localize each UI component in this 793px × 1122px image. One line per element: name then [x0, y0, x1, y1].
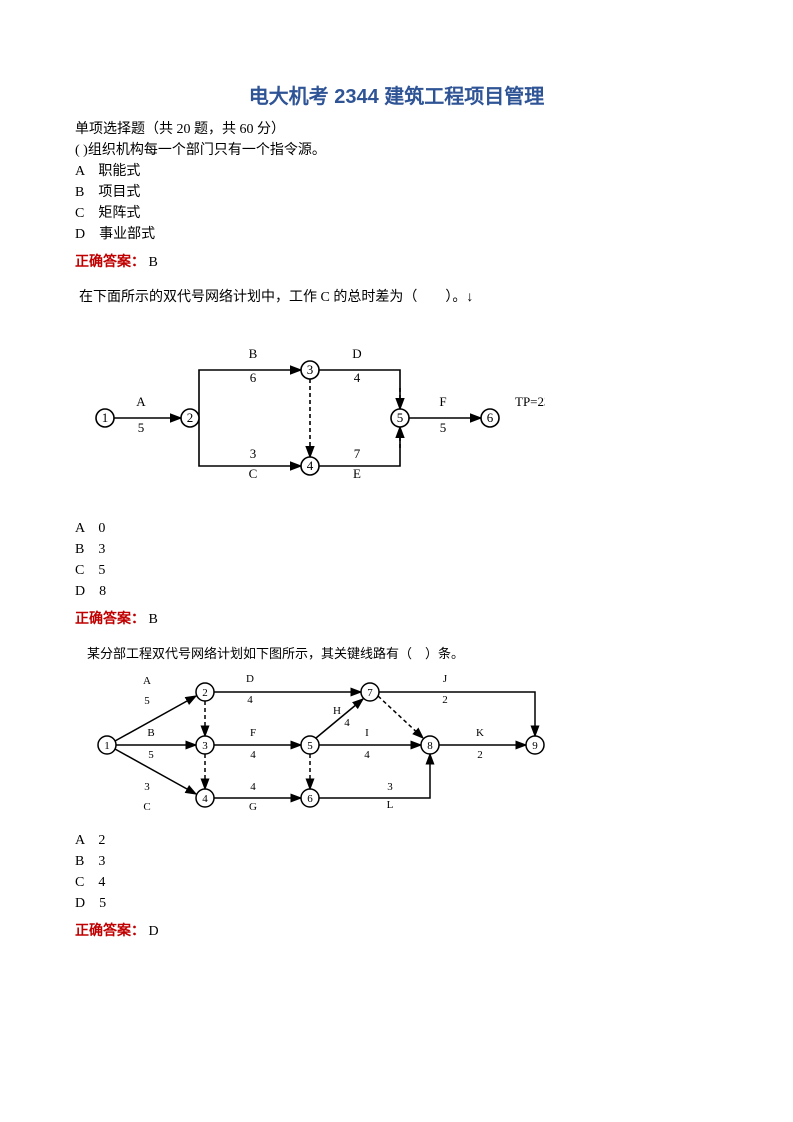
q2-answer: 正确答案： B: [75, 608, 718, 628]
answer-value: B: [149, 255, 158, 270]
page: 电大机考 2344 建筑工程项目管理 单项选择题（共 20 题，共 60 分） …: [0, 0, 793, 1016]
q2-option-d: D 8: [75, 581, 718, 602]
svg-text:5: 5: [307, 740, 313, 752]
svg-text:2: 2: [187, 410, 194, 425]
svg-text:1: 1: [102, 410, 109, 425]
svg-text:2: 2: [442, 694, 448, 706]
q2-option-c-text: 5: [98, 563, 105, 578]
q2-stem: 在下面所示的双代号网络计划中，工作 C 的总时差为（ ）。↓: [79, 287, 718, 308]
svg-text:6: 6: [487, 410, 494, 425]
q2-option-b-text: 3: [98, 542, 105, 557]
svg-text:B: B: [249, 346, 258, 361]
svg-text:J: J: [443, 673, 448, 685]
svg-text:2: 2: [202, 687, 208, 699]
q3-option-a: A 2: [75, 830, 718, 851]
svg-text:4: 4: [344, 717, 350, 729]
q1-option-d: D 事业部式: [75, 224, 718, 245]
svg-text:1: 1: [104, 740, 110, 752]
svg-text:3: 3: [144, 781, 150, 793]
q2-option-a: A 0: [75, 518, 718, 539]
q1-option-c: C 矩阵式: [75, 203, 718, 224]
svg-text:2: 2: [477, 749, 483, 761]
q3-option-c: C 4: [75, 872, 718, 893]
svg-text:6: 6: [307, 793, 313, 805]
q2-option-d-text: 8: [99, 584, 106, 599]
svg-text:F: F: [439, 394, 446, 409]
q1-stem: ( )组织机构每一个部门只有一个指令源。: [75, 140, 718, 161]
q3-option-b-text: 3: [98, 854, 105, 869]
q2-option-c: C 5: [75, 560, 718, 581]
svg-text:3: 3: [307, 362, 314, 377]
q3-option-d-text: 5: [99, 896, 106, 911]
svg-text:3: 3: [250, 446, 257, 461]
q3-answer: 正确答案： D: [75, 920, 718, 940]
svg-text:7: 7: [354, 446, 361, 461]
svg-text:5: 5: [148, 749, 154, 761]
svg-text:K: K: [476, 727, 484, 739]
svg-text:B: B: [147, 727, 154, 739]
svg-text:9: 9: [532, 740, 538, 752]
q3-stem: 某分部工程双代号网络计划如下图所示，其关键线路有（ ）条。: [87, 644, 718, 664]
svg-text:L: L: [387, 799, 394, 811]
svg-text:A: A: [136, 394, 146, 409]
svg-text:8: 8: [427, 740, 433, 752]
svg-text:4: 4: [307, 458, 314, 473]
svg-text:4: 4: [247, 694, 253, 706]
q3-option-c-text: 4: [98, 875, 105, 890]
q3-option-b: B 3: [75, 851, 718, 872]
page-title: 电大机考 2344 建筑工程项目管理: [75, 80, 718, 109]
answer-label: 正确答案：: [75, 255, 145, 270]
q1-option-d-text: 事业部式: [99, 227, 155, 242]
svg-text:H: H: [333, 705, 341, 717]
answer-label: 正确答案：: [75, 924, 145, 939]
svg-text:D: D: [246, 673, 254, 685]
answer-value: D: [149, 924, 159, 939]
svg-text:5: 5: [138, 420, 145, 435]
svg-text:I: I: [365, 727, 369, 739]
svg-text:A: A: [143, 675, 151, 687]
q3-network-diagram: A5B5C3D4F4G4H4I4L3J2K2123456789: [85, 670, 575, 820]
answer-label: 正确答案：: [75, 612, 145, 627]
q2-option-a-text: 0: [98, 521, 105, 536]
svg-text:4: 4: [354, 370, 361, 385]
svg-text:4: 4: [364, 749, 370, 761]
q2-option-b: B 3: [75, 539, 718, 560]
section-header: 单项选择题（共 20 题，共 60 分）: [75, 119, 718, 140]
q1-answer: 正确答案： B: [75, 251, 718, 271]
svg-text:3: 3: [387, 781, 393, 793]
q3-option-a-text: 2: [98, 833, 105, 848]
svg-text:5: 5: [144, 695, 150, 707]
q3-option-d: D 5: [75, 893, 718, 914]
q1-option-b-text: 项目式: [98, 185, 140, 200]
svg-text:4: 4: [250, 781, 256, 793]
svg-text:C: C: [249, 466, 258, 481]
svg-text:TP=23: TP=23: [515, 394, 545, 409]
svg-text:D: D: [352, 346, 361, 361]
svg-text:C: C: [143, 801, 150, 813]
svg-text:4: 4: [250, 749, 256, 761]
answer-value: B: [149, 612, 158, 627]
svg-text:F: F: [250, 727, 256, 739]
q1-option-b: B 项目式: [75, 182, 718, 203]
svg-text:E: E: [353, 466, 361, 481]
svg-text:G: G: [249, 801, 257, 813]
svg-text:6: 6: [250, 370, 257, 385]
q2-network-diagram: A 5 B 6 C 3 D 4 E 7 F 5 1 2 3 4 5 6 TP=23: [75, 328, 545, 508]
svg-text:5: 5: [440, 420, 447, 435]
q1-option-c-text: 矩阵式: [98, 206, 140, 221]
q1-option-a: A 职能式: [75, 161, 718, 182]
svg-text:3: 3: [202, 740, 208, 752]
svg-text:4: 4: [202, 793, 208, 805]
q1-option-a-text: 职能式: [98, 164, 140, 179]
svg-text:7: 7: [367, 687, 373, 699]
svg-text:5: 5: [397, 410, 404, 425]
